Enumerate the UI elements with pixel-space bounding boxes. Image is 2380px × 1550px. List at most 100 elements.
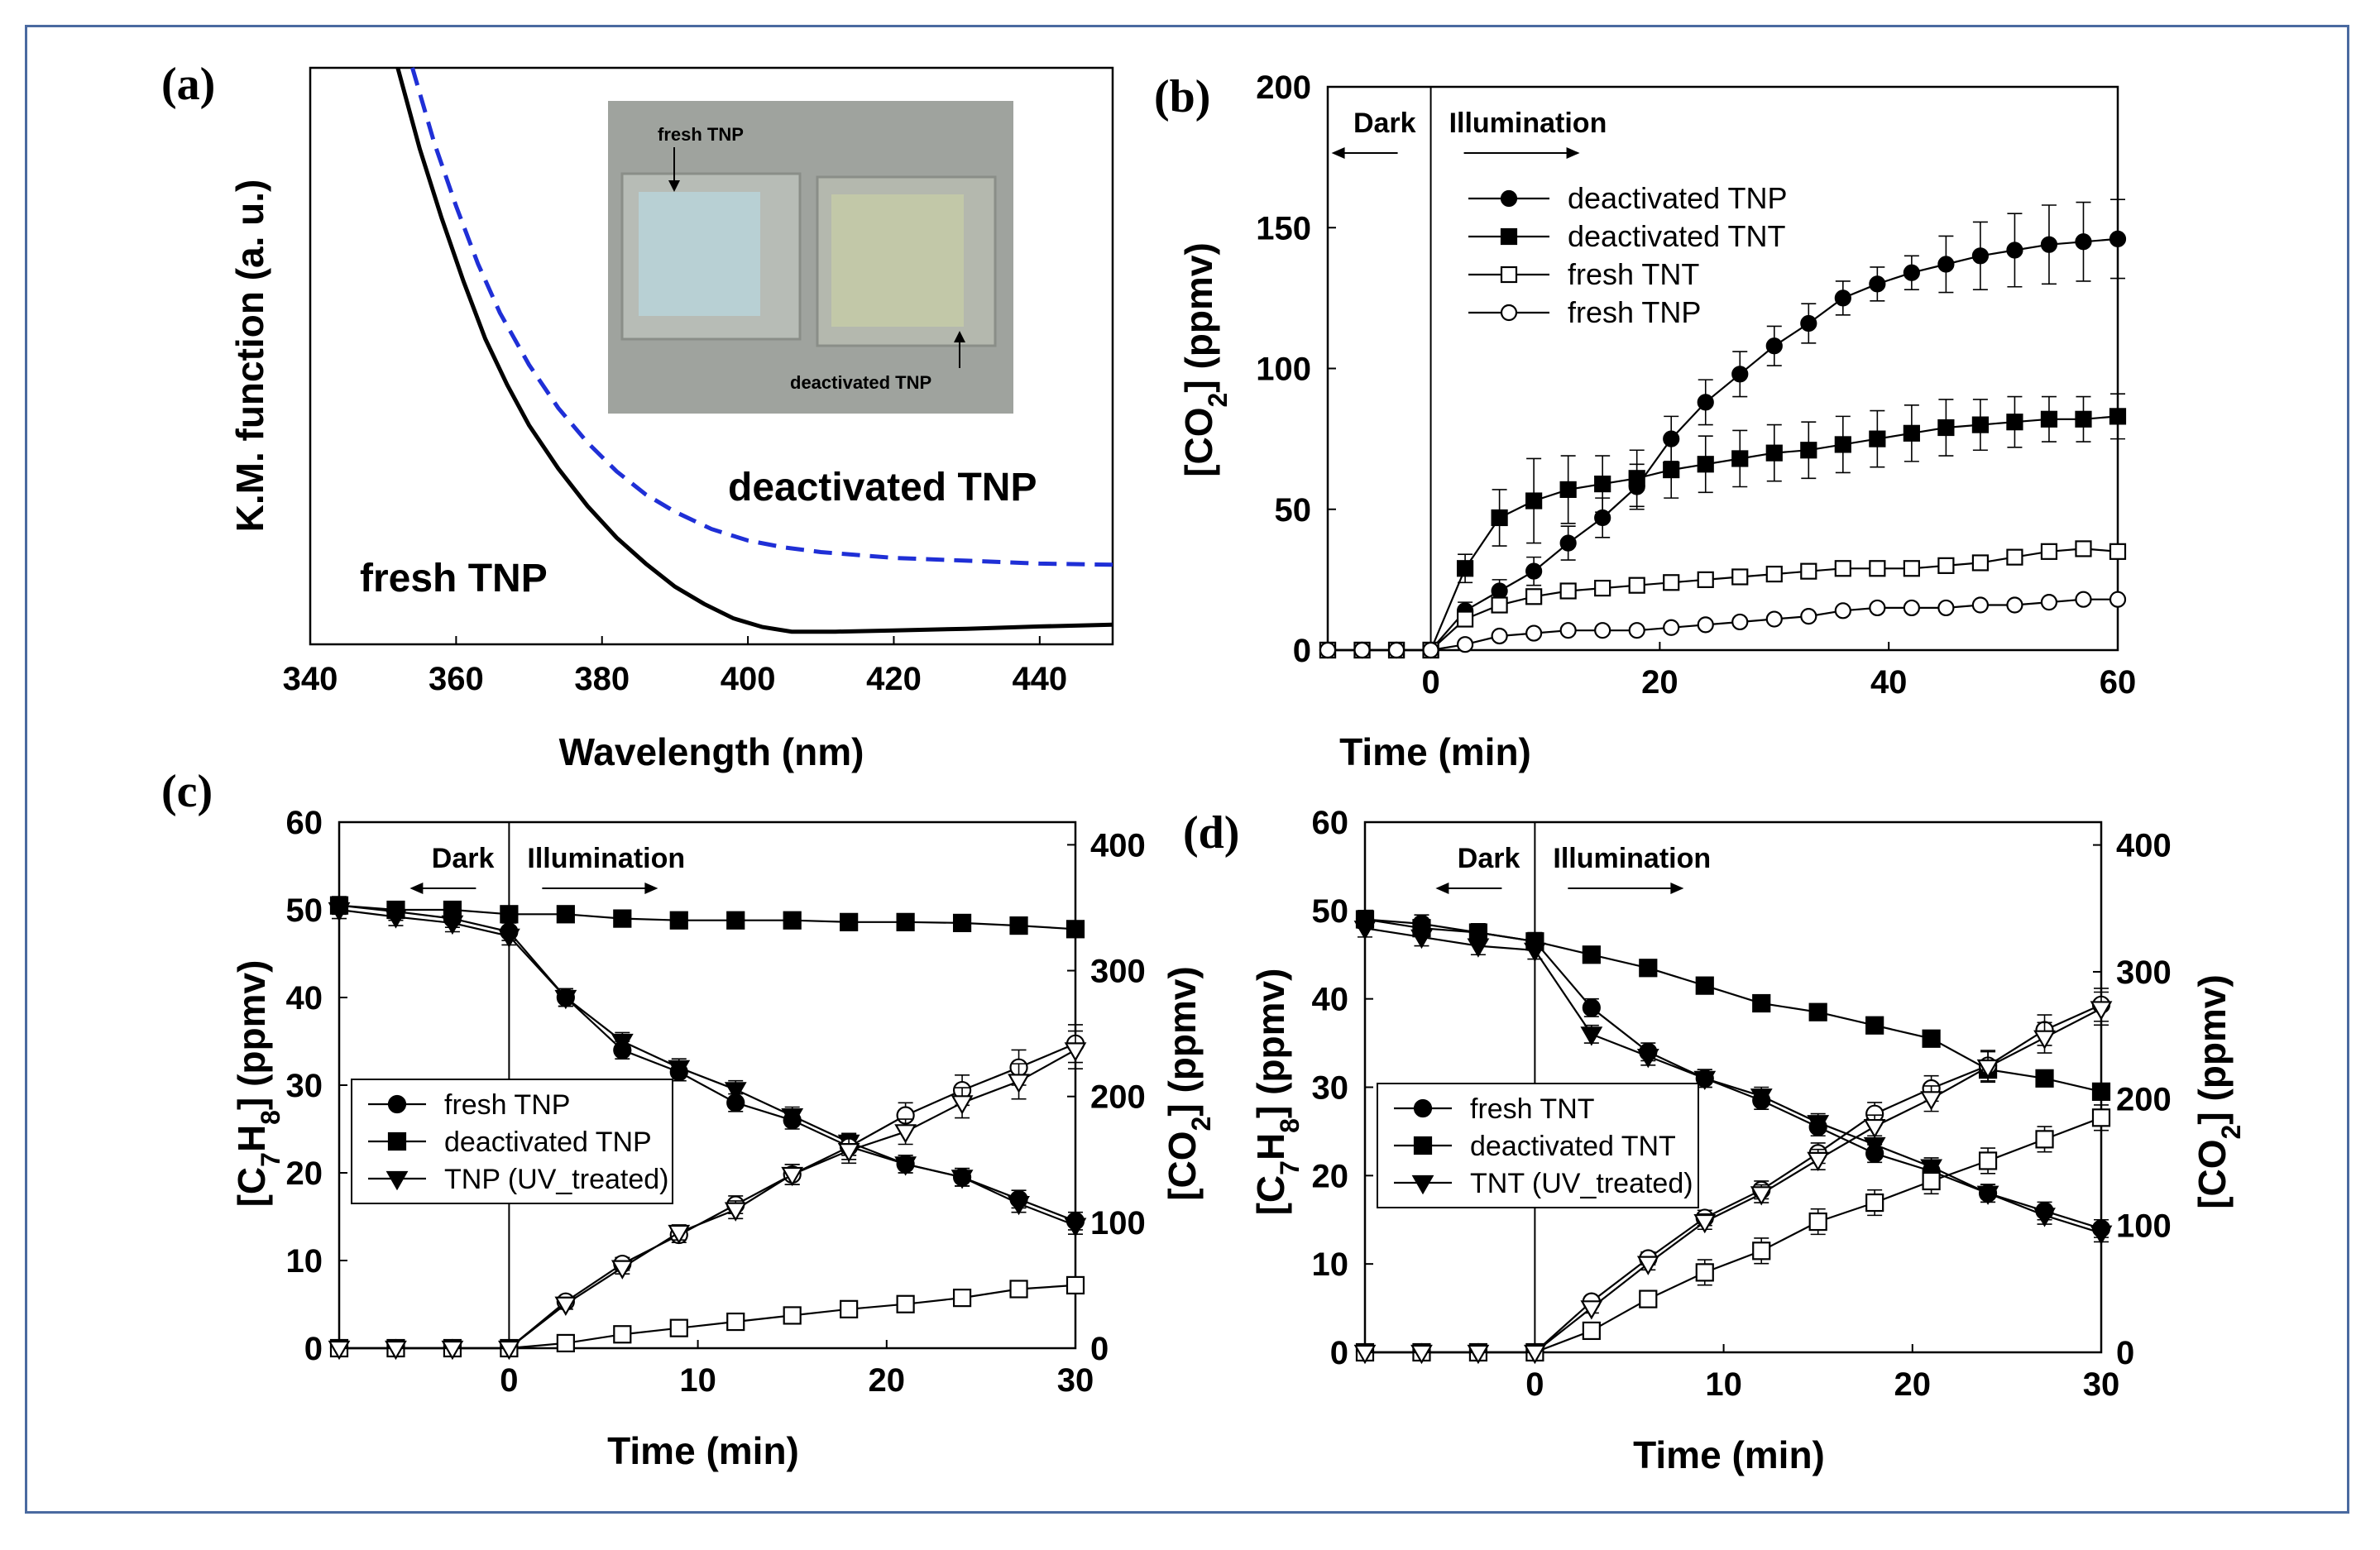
- panel-a-xtick-label: 340: [283, 661, 338, 697]
- panel-d-line-tnt-uv-treated: [1364, 927, 2102, 1234]
- panel-c-legend-label: fresh TNP: [444, 1089, 570, 1121]
- panel-d-point-tnt-uv-treated-co2: [1807, 1151, 1830, 1172]
- panel-b-point-deactivated-tnp: [1834, 289, 1851, 307]
- panel-b-point-fresh-tnp: [1800, 608, 1817, 625]
- panel-b-xtick-label: 40: [1870, 664, 1908, 701]
- panel-b-point-deactivated-tnt: [1456, 560, 1474, 577]
- panel-b-xlabel: Time (min): [1339, 730, 1531, 773]
- panel-d-point-deactivated-tnt-co2: [1752, 1241, 1771, 1261]
- panel-c-point-tnp-uv-treated: [668, 1060, 691, 1080]
- panel-b-point-deactivated-tnp: [1697, 394, 1714, 411]
- panel-d-ytick-right-label: 200: [2116, 1081, 2172, 1117]
- panel-c-legend-marker: [387, 1131, 407, 1151]
- panel-d-ytick-label: 60: [1312, 805, 1349, 841]
- panel-a-xtick-label: 400: [721, 661, 776, 697]
- panel-c-point-deactivated-tnp: [726, 911, 745, 930]
- panel-c-point-deactivated-tnp: [952, 913, 972, 933]
- panel-b-point-deactivated-tnp: [1903, 264, 1920, 281]
- panel-d-point-tnt-uv-treated-co2: [1467, 1344, 1490, 1365]
- panel-a-ylabel: K.M. function (a. u.): [228, 179, 271, 533]
- panel-c-point-tnp-uv-treated-co2: [441, 1340, 464, 1361]
- panel-b-point-deactivated-tnp: [2109, 230, 2127, 247]
- panel-b-point-fresh-tnt: [1765, 565, 1783, 583]
- panel-b-point-fresh-tnp: [1594, 622, 1611, 639]
- panel-c-ytick-right-label: 400: [1090, 827, 1146, 864]
- panel-b-point-deactivated-tnt: [1869, 430, 1886, 447]
- panel-d-point-tnt-uv-treated-co2: [1693, 1213, 1717, 1234]
- panel-d-point-deactivated-tnt-co2: [1695, 1263, 1714, 1282]
- panel-d-point-tnt-uv-treated-co2: [1410, 1344, 1433, 1365]
- panel-d-point-tnt-uv-treated-co2: [1920, 1091, 1943, 1111]
- panel-b-dark-label: Dark: [1353, 108, 1416, 139]
- panel-b-point-deactivated-tnt: [1594, 476, 1611, 493]
- panel-b-point-fresh-tnt: [1628, 576, 1645, 594]
- panel-b-point-fresh-tnp: [1937, 599, 1955, 617]
- panel-c-point-deactivated-tnp: [840, 912, 859, 931]
- panel-b-series-deactivated-tnp: [1319, 199, 2127, 659]
- panel-d-xtick-label: 0: [1525, 1366, 1544, 1403]
- panel-d-xtick-label: 10: [1705, 1366, 1742, 1403]
- panel-d-point-tnt-uv-treated-co2: [1976, 1059, 1999, 1079]
- panel-c-point-tnp-uv-treated: [951, 1170, 974, 1189]
- panel-b-point-fresh-tnt: [1491, 596, 1508, 614]
- panel-b-point-deactivated-tnt: [1628, 470, 1645, 487]
- panel-b-line-fresh-tnt: [1328, 548, 2119, 652]
- panel-c-point-deactivated-tnp-co2: [840, 1299, 859, 1318]
- panel-c-point-deactivated-tnp: [1065, 920, 1085, 939]
- panel-d-point-tnt-uv-treated-co2: [1580, 1300, 1603, 1320]
- panel-c-chart: Time (min) [C7H8] (ppmv) [CO2] (ppmv) 0 1…: [230, 805, 1216, 1472]
- panel-b-point-deactivated-tnt: [1834, 436, 1851, 453]
- panel-b-point-deactivated-tnt: [1559, 481, 1577, 499]
- panel-b-point-fresh-tnt: [2075, 540, 2092, 557]
- panel-b-point-fresh-tnt: [1663, 574, 1680, 591]
- panel-a-label: (a): [161, 59, 215, 110]
- panel-b-ytick-label: 150: [1256, 210, 1311, 246]
- deactivated-tnp-curve: [410, 67, 1113, 567]
- panel-c-point-tnp-uv-treated-co2: [894, 1124, 917, 1144]
- panel-d-ytick-label: 40: [1312, 982, 1349, 1018]
- panel-b-ylabel: [CO2] (ppmv): [1177, 242, 1233, 477]
- panel-c-line-deactivated-tnp: [338, 904, 1076, 930]
- panel-c-point-deactivated-tnp: [500, 905, 519, 924]
- panel-c-legend-marker: [387, 1094, 407, 1114]
- panel-d-point-tnt-uv-treated: [2090, 1225, 2113, 1245]
- panel-c-series-tnp-uv-treated-co2: [328, 1030, 1087, 1361]
- panel-d-point-tnt-uv-treated: [1750, 1088, 1773, 1108]
- panel-d-point-deactivated-tnt: [1639, 959, 1658, 978]
- panel-d-point-deactivated-tnt-co2: [1978, 1151, 1998, 1170]
- panel-b-point-deactivated-tnt: [2040, 410, 2058, 428]
- panel-b-point-fresh-tnp: [1422, 641, 1439, 659]
- panel-d-point-tnt-uv-treated-co2: [2090, 1001, 2113, 1021]
- panel-c-point-tnp-uv-treated-co2: [837, 1143, 860, 1163]
- panel-d-legend-marker: [1413, 1136, 1433, 1155]
- panel-b-point-deactivated-tnt: [1971, 416, 1990, 433]
- panel-d-point-tnt-uv-treated: [1976, 1185, 1999, 1205]
- panel-b-legend-label: fresh TNP: [1568, 295, 1701, 329]
- panel-a-xtick-label: 440: [1012, 661, 1067, 697]
- panel-d-point-tnt-uv-treated: [1353, 921, 1377, 940]
- panel-d-point-deactivated-tnt-co2: [1639, 1289, 1658, 1308]
- panel-b-point-deactivated-tnt: [1663, 461, 1680, 479]
- panel-b-xtick-label: 0: [1421, 664, 1439, 701]
- panel-a-chart: 340 360 380 400 420 440 fresh TNP deactivated…: [228, 66, 1114, 773]
- panel-d-point-deactivated-tnt-co2: [1808, 1212, 1827, 1232]
- panel-c-point-deactivated-tnp-co2: [1065, 1275, 1085, 1295]
- inset-photo: fresh TNP deactivated TNP: [608, 101, 1013, 414]
- panel-b-point-fresh-tnt: [1800, 562, 1817, 580]
- panel-c-line-tnp-uv-treated: [338, 908, 1076, 1227]
- panel-c-ytick-label: 30: [286, 1068, 323, 1104]
- panel-c-point-deactivated-tnp: [669, 911, 688, 930]
- panel-b-point-deactivated-tnt: [1731, 450, 1749, 467]
- panel-c-point-tnp-uv-treated-co2: [724, 1202, 747, 1222]
- panel-b-label: (b): [1154, 71, 1210, 122]
- panel-b-point-fresh-tnp: [1456, 636, 1474, 653]
- panel-d-point-deactivated-tnt: [1695, 976, 1714, 995]
- panel-b-point-deactivated-tnt: [1491, 509, 1508, 527]
- panel-b-legend-label: fresh TNT: [1568, 257, 1699, 291]
- panel-b-point-deactivated-tnt: [2006, 414, 2023, 431]
- panel-b-point-fresh-tnt: [1731, 568, 1749, 586]
- panel-c-point-deactivated-tnp: [613, 909, 632, 928]
- panel-d-point-deactivated-tnt: [1582, 945, 1601, 964]
- panel-d-point-fresh-tnt: [1582, 998, 1601, 1017]
- panel-b-legend-marker: [1500, 227, 1518, 246]
